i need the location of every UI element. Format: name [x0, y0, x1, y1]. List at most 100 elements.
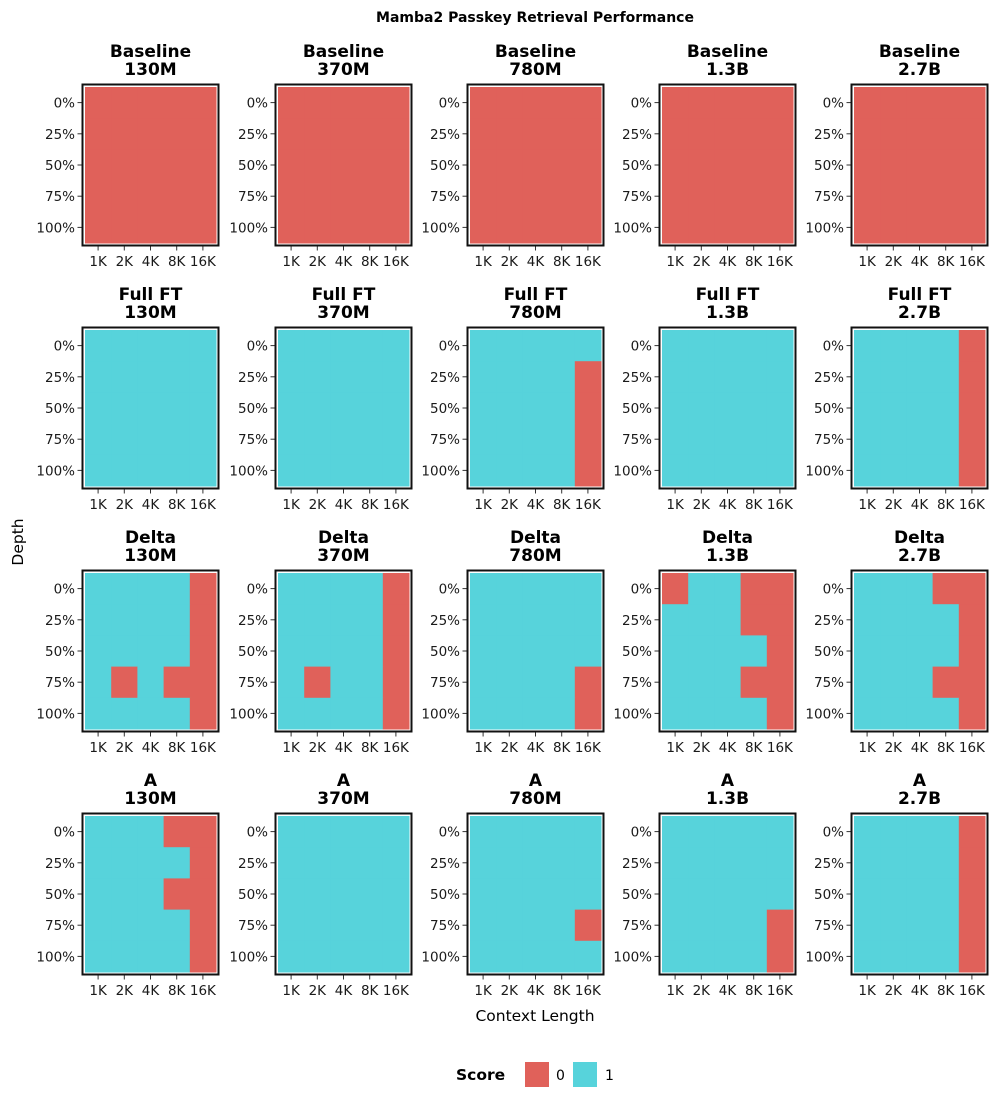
- heatmap-cell: [574, 847, 602, 879]
- heatmap-cell: [278, 454, 305, 487]
- x-tick-label: 1K: [282, 740, 301, 756]
- heatmap-cell: [714, 423, 742, 456]
- heatmap-cell: [662, 149, 689, 182]
- heatmap-cell: [766, 180, 794, 213]
- x-tick-label: 8K: [361, 983, 380, 999]
- heatmap-cell: [382, 454, 410, 487]
- x-tick-label: 8K: [553, 740, 572, 756]
- heatmap-cell: [85, 87, 112, 119]
- heatmap-cell: [548, 878, 576, 911]
- panel-frame: [466, 569, 605, 733]
- panel-title-size: 130M: [124, 303, 176, 323]
- heatmap-cell: [522, 423, 550, 456]
- x-tick-label: 2K: [116, 740, 135, 756]
- y-tick-label: 25%: [814, 856, 844, 872]
- heatmap-cell: [522, 87, 550, 119]
- panel-frame: [850, 569, 989, 733]
- heatmap-cell: [880, 847, 907, 879]
- x-tick-label: 1K: [858, 983, 877, 999]
- heatmap-cell: [330, 604, 358, 636]
- heatmap-cell: [470, 118, 497, 150]
- heatmap-cell: [714, 180, 742, 213]
- heatmap-cell: [932, 697, 960, 730]
- y-tick-label: 75%: [814, 189, 844, 205]
- heatmap-cell: [740, 330, 768, 362]
- panel-title-method: Delta: [894, 528, 945, 548]
- heatmap-cell: [574, 816, 602, 848]
- x-tick-label: 2K: [885, 497, 904, 513]
- heatmap-cell: [688, 180, 715, 213]
- heatmap-cell: [880, 909, 907, 942]
- heatmap-cell: [522, 697, 550, 730]
- heatmap-cell: [304, 423, 331, 456]
- heatmap-cell: [189, 454, 217, 487]
- heatmap-cell: [958, 454, 986, 487]
- x-tick-label: 2K: [116, 497, 135, 513]
- heatmap-cell: [470, 423, 497, 456]
- heatmap-cell: [932, 423, 960, 456]
- heatmap-cell: [766, 573, 794, 605]
- heatmap-cell: [163, 697, 191, 730]
- heatmap-cell: [548, 909, 576, 942]
- x-tick-label: 1K: [282, 983, 301, 999]
- heatmap-cell: [278, 816, 305, 848]
- heatmap-cell: [714, 87, 742, 119]
- heatmap-cell: [932, 816, 960, 848]
- panel-title-size: 1.3B: [706, 789, 749, 809]
- heatmap-cell: [137, 87, 165, 119]
- heatmap-cell: [382, 604, 410, 636]
- heatmap-cell: [548, 697, 576, 730]
- heatmap-cell: [356, 909, 384, 942]
- heatmap-cell: [522, 878, 550, 911]
- legend-title: Score: [456, 1066, 505, 1084]
- heatmap-cell: [330, 423, 358, 456]
- x-tick-label: 16K: [575, 740, 602, 756]
- y-tick-label: 0%: [823, 96, 845, 112]
- panel-title-size: 2.7B: [898, 303, 941, 323]
- heatmap-cell: [880, 180, 907, 213]
- heatmap-cell: [854, 635, 881, 668]
- y-tick-label: 0%: [823, 825, 845, 841]
- panel-title-method: Full FT: [312, 285, 376, 305]
- heatmap-cell: [854, 847, 881, 879]
- heatmap-cell: [522, 180, 550, 213]
- y-axis-label: Depth: [9, 518, 27, 565]
- y-tick-label: 0%: [439, 582, 461, 598]
- heatmap-cell: [574, 666, 602, 699]
- heatmap-cell: [854, 666, 881, 699]
- y-tick-label: 0%: [631, 582, 653, 598]
- heatmap-cell: [688, 211, 715, 244]
- heatmap-cell: [548, 940, 576, 973]
- heatmap-cell: [85, 940, 112, 973]
- panel-frame: [466, 812, 605, 976]
- heatmap-cell: [278, 330, 305, 362]
- heatmap-cell: [522, 666, 550, 699]
- heatmap-cell: [766, 211, 794, 244]
- heatmap-cell: [278, 940, 305, 973]
- heatmap-cell: [662, 118, 689, 150]
- heatmap-cell: [356, 573, 384, 605]
- heatmap-cell: [85, 909, 112, 942]
- y-tick-label: 0%: [247, 825, 269, 841]
- x-tick-label: 8K: [553, 983, 572, 999]
- heatmap-cell: [932, 211, 960, 244]
- heatmap-cell: [163, 423, 191, 456]
- panel-title-size: 1.3B: [706, 60, 749, 80]
- heatmap-cell: [470, 878, 497, 911]
- heatmap-cell: [906, 211, 934, 244]
- heatmap-cell: [356, 847, 384, 879]
- heatmap-cell: [382, 211, 410, 244]
- x-tick-label: 8K: [168, 497, 187, 513]
- panel-frame: [850, 83, 989, 247]
- heatmap-cell: [854, 940, 881, 973]
- heatmap-cell: [740, 666, 768, 699]
- x-tick-label: 2K: [309, 254, 328, 270]
- heatmap-cell: [522, 816, 550, 848]
- heatmap-cell: [85, 211, 112, 244]
- heatmap-cell: [189, 816, 217, 848]
